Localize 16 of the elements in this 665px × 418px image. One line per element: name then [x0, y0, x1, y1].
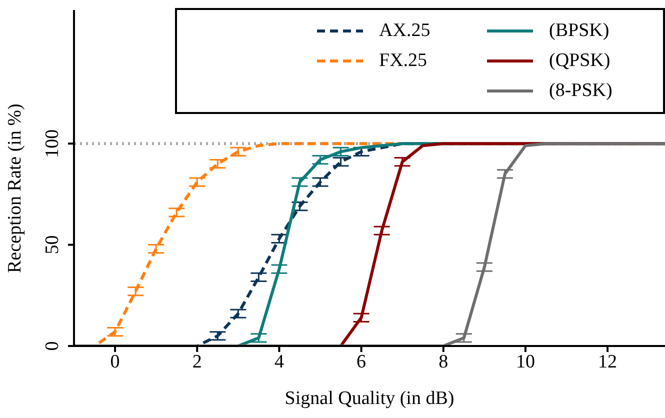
- y-tick-label: 50: [42, 235, 63, 254]
- x-tick-label: 2: [192, 351, 202, 372]
- legend-label: (8-PSK): [549, 80, 612, 102]
- x-tick-label: 12: [598, 351, 618, 372]
- legend-label: (QPSK): [549, 50, 610, 72]
- x-tick-label: 0: [110, 351, 120, 372]
- x-tick-label: 8: [438, 351, 448, 372]
- x-axis-title: Signal Quality (in dB): [284, 388, 454, 409]
- y-tick-label: 100: [42, 129, 63, 158]
- x-tick-label: 4: [274, 351, 284, 372]
- x-tick-label: 6: [356, 351, 366, 372]
- y-tick-label: 0: [42, 341, 63, 351]
- x-tick-label: 10: [516, 351, 535, 372]
- legend-label: AX.25: [379, 20, 430, 42]
- legend-label: FX.25: [379, 50, 428, 72]
- legend-label: (BPSK): [549, 20, 610, 42]
